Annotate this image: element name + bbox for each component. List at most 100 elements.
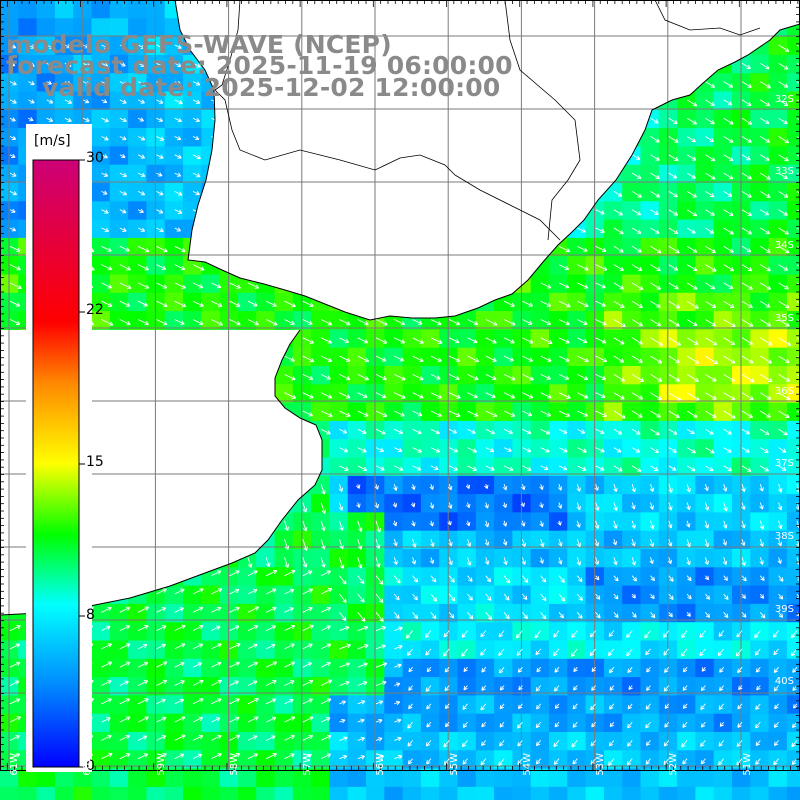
wind-arrow bbox=[449, 355, 461, 362]
speed-cell bbox=[420, 567, 440, 587]
wind-arrow bbox=[686, 209, 698, 217]
wind-arrow bbox=[650, 392, 662, 400]
wind-arrow bbox=[609, 721, 615, 728]
lat-label: 35S bbox=[774, 313, 794, 324]
wind-arrow bbox=[777, 538, 783, 547]
speed-cell bbox=[54, 54, 74, 74]
wind-arrow bbox=[778, 447, 787, 453]
speed-cell bbox=[91, 640, 111, 660]
speed-cell bbox=[146, 786, 166, 800]
speed-cell bbox=[128, 237, 147, 257]
wind-arrow bbox=[668, 282, 679, 290]
speed-cell bbox=[695, 439, 715, 459]
wind-arrow bbox=[650, 410, 661, 418]
wind-arrow bbox=[595, 465, 605, 471]
wind-arrow bbox=[119, 282, 132, 290]
speed-cell bbox=[201, 603, 221, 623]
speed-cell bbox=[91, 256, 111, 276]
wind-arrow bbox=[613, 227, 624, 235]
speed-cell bbox=[457, 768, 477, 788]
speed-cell bbox=[750, 109, 770, 129]
speed-cell bbox=[677, 109, 696, 129]
wind-arrow bbox=[466, 557, 472, 566]
wind-arrow bbox=[302, 300, 314, 307]
wind-arrow bbox=[645, 740, 651, 746]
speed-cell bbox=[567, 420, 587, 440]
speed-cell bbox=[329, 439, 349, 459]
wind-arrow bbox=[174, 81, 182, 86]
speed-cell bbox=[384, 567, 404, 587]
speed-cell bbox=[91, 732, 111, 751]
wind-arrow bbox=[412, 355, 424, 362]
wind-arrow bbox=[429, 557, 435, 564]
speed-cell bbox=[768, 603, 788, 623]
wind-arrow bbox=[741, 575, 747, 582]
speed-cell bbox=[311, 567, 330, 587]
speed-cell bbox=[768, 146, 788, 166]
wind-arrow bbox=[499, 703, 505, 710]
speed-cell bbox=[128, 750, 147, 770]
wind-arrow bbox=[302, 716, 314, 723]
speed-cell bbox=[750, 585, 770, 605]
wind-arrow bbox=[9, 135, 17, 140]
wind-arrow bbox=[539, 557, 544, 564]
wind-arrow bbox=[9, 172, 17, 177]
speed-cell bbox=[109, 91, 129, 111]
wind-arrow bbox=[156, 588, 167, 595]
wind-arrow bbox=[430, 392, 442, 399]
speed-cell bbox=[183, 292, 202, 312]
speed-cell bbox=[164, 786, 184, 800]
speed-cell bbox=[311, 329, 330, 349]
wind-arrow bbox=[778, 300, 790, 309]
wind-arrow bbox=[266, 625, 277, 632]
speed-cell bbox=[786, 530, 800, 550]
wind-arrow bbox=[498, 630, 505, 638]
wind-arrow bbox=[357, 662, 368, 668]
wind-arrow bbox=[686, 319, 698, 327]
wind-arrow bbox=[741, 428, 750, 435]
wind-arrow bbox=[101, 625, 111, 632]
speed-cell bbox=[54, 0, 74, 19]
wind-arrow bbox=[668, 447, 677, 453]
speed-cell bbox=[384, 622, 404, 642]
wind-arrow bbox=[540, 319, 552, 326]
wind-arrow bbox=[101, 264, 113, 271]
wind-arrow bbox=[430, 355, 442, 362]
wind-arrow bbox=[778, 191, 789, 198]
speed-cell bbox=[128, 164, 147, 184]
wind-arrow bbox=[778, 392, 791, 401]
wind-arrow bbox=[302, 337, 315, 344]
wind-arrow bbox=[773, 648, 779, 656]
wind-arrow bbox=[174, 62, 182, 68]
wind-arrow bbox=[631, 337, 643, 345]
speed-cell bbox=[329, 658, 349, 678]
wind-arrow bbox=[668, 245, 680, 254]
wind-arrow bbox=[553, 648, 560, 657]
speed-cell bbox=[677, 201, 696, 221]
wind-arrow bbox=[723, 447, 732, 453]
speed-cell bbox=[91, 146, 111, 166]
wind-arrow bbox=[266, 661, 278, 668]
wind-arrow bbox=[449, 428, 458, 434]
wind-arrow bbox=[705, 191, 715, 198]
speed-cell bbox=[402, 439, 422, 459]
speed-cell bbox=[622, 530, 642, 550]
speed-cell bbox=[329, 420, 349, 440]
speed-cell bbox=[256, 732, 276, 751]
wind-arrow bbox=[284, 520, 289, 531]
speed-cell bbox=[201, 786, 221, 800]
wind-arrow bbox=[626, 630, 633, 638]
speed-cell bbox=[549, 366, 568, 385]
speed-cell bbox=[183, 786, 202, 800]
wind-arrow bbox=[302, 606, 313, 613]
wind-arrow bbox=[650, 282, 662, 290]
wind-arrow bbox=[535, 685, 542, 692]
wind-arrow bbox=[211, 282, 222, 289]
speed-cell bbox=[91, 750, 111, 770]
coastline-south bbox=[0, 329, 323, 616]
speed-cell bbox=[329, 549, 349, 568]
wind-arrow bbox=[540, 282, 552, 289]
wind-arrow bbox=[613, 355, 625, 363]
wind-arrow bbox=[796, 282, 800, 286]
